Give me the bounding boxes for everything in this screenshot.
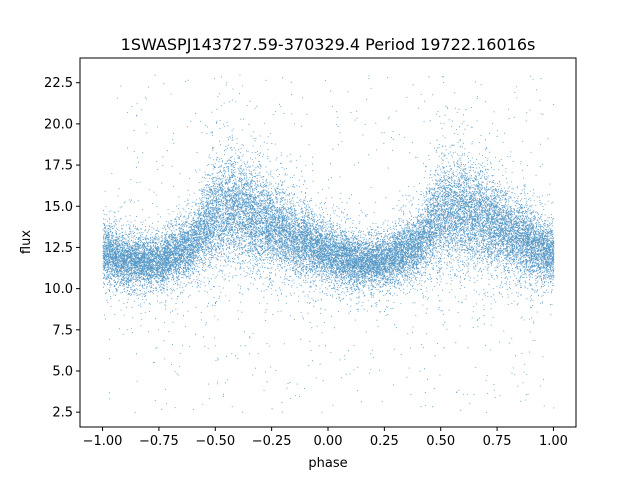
plot-frame (79, 57, 577, 428)
y-tick-label: 7.5 (52, 323, 73, 338)
x-tick-label: 0.00 (314, 434, 343, 449)
y-tick-label: 20.0 (44, 117, 73, 132)
y-tick-label: 12.5 (44, 241, 73, 256)
x-axis-ticks: −1.00 −0.75 −0.50 −0.25 0.00 0.25 0.50 0.75 1.00 (83, 427, 568, 449)
y-tick-label: 17.5 (44, 159, 73, 174)
data-points (102, 74, 555, 413)
x-tick-label: 0.75 (483, 434, 512, 449)
y-axis-label: flux (19, 230, 34, 254)
x-axis-label: phase (308, 456, 347, 471)
chart-title: 1SWASPJ143727.59-370329.4 Period 19722.1… (121, 35, 536, 54)
x-tick-label: −0.50 (195, 434, 235, 449)
x-tick-label: 1.00 (539, 434, 568, 449)
y-tick-label: 5.0 (52, 364, 73, 379)
plot-area (80, 58, 576, 427)
y-tick-label: 15.0 (44, 200, 73, 215)
x-tick-label: 0.25 (370, 434, 399, 449)
scatter-points (102, 74, 555, 413)
x-tick-label: 0.50 (426, 434, 455, 449)
x-tick-label: −1.00 (83, 434, 123, 449)
y-tick-label: 10.0 (44, 282, 73, 297)
y-tick-label: 2.5 (52, 406, 73, 421)
y-axis-ticks: 2.5 5.0 7.5 10.0 12.5 15.0 17.5 20.0 22.5 (44, 76, 80, 421)
x-tick-label: −0.25 (252, 434, 292, 449)
x-tick-label: −0.75 (139, 434, 179, 449)
y-tick-label: 22.5 (44, 76, 73, 91)
